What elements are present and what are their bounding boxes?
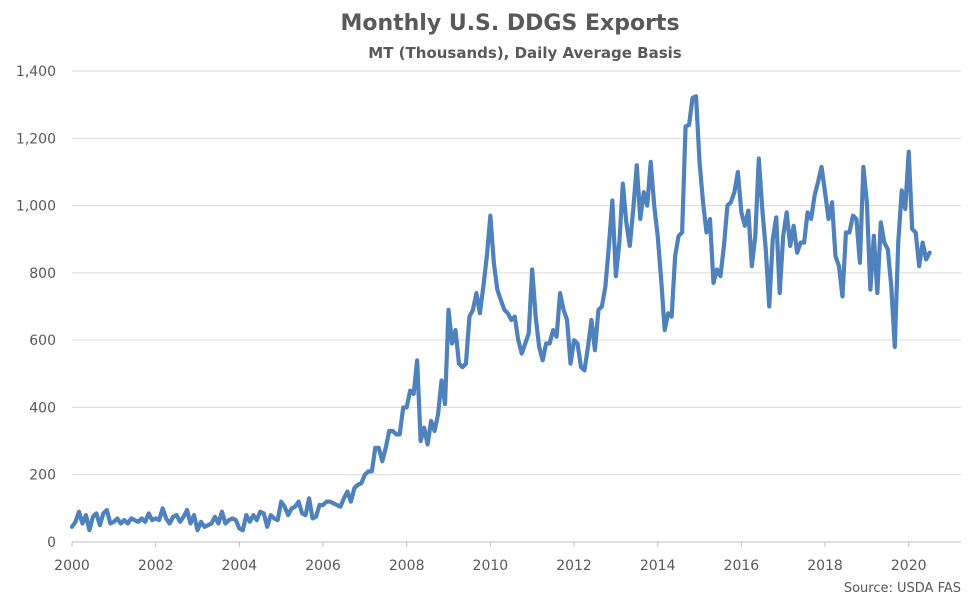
x-tick-label: 2020: [891, 558, 927, 574]
x-tick-label: 2006: [305, 558, 341, 574]
y-tick-label: 200: [29, 468, 56, 484]
source-label: Source: USDA FAS: [844, 581, 961, 596]
y-tick-label: 1,400: [16, 64, 56, 80]
x-tick-label: 2012: [556, 558, 592, 574]
chart-title: Monthly U.S. DDGS Exports: [340, 11, 679, 36]
x-tick-label: 2010: [473, 558, 509, 574]
x-axis-tick-marks: [71, 542, 910, 547]
x-tick-label: 2002: [138, 558, 174, 574]
x-tick-label: 2004: [222, 558, 258, 574]
x-tick-label: 2016: [724, 558, 760, 574]
y-tick-label: 800: [29, 266, 56, 282]
x-tick-label: 2008: [389, 558, 425, 574]
y-tick-label: 1,000: [16, 199, 56, 215]
gridlines: [72, 70, 961, 476]
y-tick-label: 400: [29, 400, 56, 416]
x-tick-label: 2018: [807, 558, 843, 574]
series-line: [69, 94, 932, 533]
y-axis-tick-labels: 0 200 400 600 800 1,000 1,200 1,400: [16, 64, 56, 551]
chart-subtitle: MT (Thousands), Daily Average Basis: [368, 44, 681, 62]
y-tick-label: 600: [29, 333, 56, 349]
x-axis-tick-labels: 2000 2002 2004 2006 2008 2010 2012 2014 2016 2018…: [54, 558, 926, 574]
y-tick-label: 1,200: [16, 131, 56, 147]
x-tick-label: 2014: [640, 558, 676, 574]
y-tick-label: 0: [47, 535, 56, 551]
x-tick-label: 2000: [54, 558, 90, 574]
